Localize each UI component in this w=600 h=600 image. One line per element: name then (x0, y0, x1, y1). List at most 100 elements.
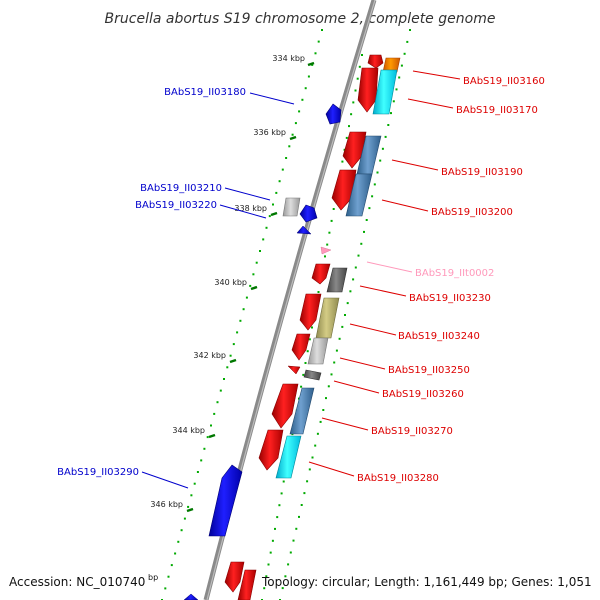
middle-guide-dot (361, 54, 363, 56)
middle-guide-dot (341, 160, 344, 163)
inner-guide-dot (229, 354, 232, 357)
outer-guide-dot (284, 575, 287, 578)
gene-arrow-bottom-red-2[interactable] (237, 569, 257, 600)
inner-guide-dot (278, 180, 281, 183)
middle-guide-dot (302, 373, 305, 376)
outer-guide-dot (319, 420, 322, 423)
inner-guide-dot (288, 145, 291, 148)
gene-arrow-BAbS19_II03280a[interactable] (258, 429, 284, 471)
gene-label-BAbS19_II03250[interactable]: BAbS19_II03250 (388, 365, 470, 376)
gene-label-BAbS19_II03170[interactable]: BAbS19_II03170 (456, 105, 538, 116)
gene-label-BAbS19_IIt0002[interactable]: BAbS19_IIt0002 (415, 268, 494, 279)
outer-guide-dot (365, 219, 368, 221)
gene-label-BAbS19_II03200[interactable]: BAbS19_II03200 (431, 207, 513, 218)
inner-guide-dot (216, 401, 219, 404)
inner-guide-dot (210, 424, 212, 427)
middle-guide-dot (300, 385, 303, 388)
gene-box-BAbS19_II03200b[interactable] (345, 173, 373, 217)
middle-guide-dot (311, 326, 313, 329)
inner-guide-dot (183, 517, 186, 520)
major-tick (289, 135, 297, 141)
gene-box-BAbS19_II03210[interactable] (282, 197, 301, 217)
outer-guide-dot (335, 349, 338, 352)
middle-guide-dot (348, 125, 350, 128)
outer-guide-dot (406, 40, 409, 43)
middle-guide-dot (306, 350, 309, 353)
gene-label-BAbS19_II03160[interactable]: BAbS19_II03160 (463, 76, 545, 87)
leader-line (381, 199, 429, 212)
leader-line (366, 261, 413, 273)
gene-box-BAbS19_II03230b[interactable] (326, 267, 348, 293)
gene-arrow-BAbS19_II03180[interactable] (325, 103, 342, 125)
outer-guide-dot (303, 492, 306, 495)
leader-line (321, 417, 369, 431)
outer-guide-dot (387, 124, 390, 126)
outer-guide-dot (349, 290, 352, 293)
trna-marker-BAbS19_IIt0002[interactable] (320, 246, 332, 255)
outer-guide-dot (289, 551, 292, 554)
gene-arrow-bottom-red-1[interactable] (224, 561, 245, 593)
gene-arrow-BAbS19_II03250[interactable] (291, 333, 311, 361)
inner-guide-dot (200, 459, 203, 462)
gene-box-BAbS19_II03280[interactable] (275, 435, 302, 479)
middle-guide-dot (282, 480, 285, 483)
gene-label-BAbS19_II03220[interactable]: BAbS19_II03220 (135, 200, 217, 211)
gene-arrow-BAbS19_II03290[interactable] (208, 464, 243, 537)
forward-genes (224, 54, 401, 600)
middle-guide-dot (274, 527, 276, 530)
inner-guide-dot (193, 482, 196, 485)
gene-label-BAbS19_II03190[interactable]: BAbS19_II03190 (441, 167, 523, 178)
inner-guide-dot (298, 110, 301, 113)
gene-label-BAbS19_II03240[interactable]: BAbS19_II03240 (398, 331, 480, 342)
gene-arrow-bottom-blue[interactable] (183, 593, 199, 600)
inner-guide-dot (301, 98, 304, 101)
middle-guide-dot (328, 231, 331, 234)
inner-guide-dot (203, 447, 206, 450)
outer-guide-dot (327, 385, 330, 388)
gene-label-BAbS19_II03210[interactable]: BAbS19_II03210 (140, 183, 222, 194)
gene-arrow-BAbS19_II03160[interactable] (357, 67, 379, 113)
inner-guide-dot (223, 378, 225, 380)
inner-guide-dot (177, 540, 180, 543)
inner-guide-dot (294, 122, 297, 125)
outer-guide-dot (371, 195, 374, 198)
gene-label-BAbS19_II03290[interactable]: BAbS19_II03290 (57, 467, 139, 478)
gene-box-BAbS19_II03260[interactable] (303, 369, 322, 381)
gene-arrow-BAbS19_II03230[interactable] (311, 263, 331, 285)
gene-box-BAbS19_II03270[interactable] (289, 387, 315, 435)
gene-box-BAbS19_II03240[interactable] (315, 297, 340, 339)
inner-guide-dot (187, 505, 190, 508)
gene-arrow-red[interactable] (367, 54, 384, 69)
tick-label-342: 342 kbp (193, 351, 226, 360)
leader-line (412, 70, 461, 80)
gene-label-BAbS19_II03180[interactable]: BAbS19_II03180 (164, 87, 246, 98)
middle-guide-dot (269, 551, 272, 554)
outer-guide-dot (395, 88, 398, 91)
outer-guide-dot (392, 100, 395, 103)
gene-label-BAbS19_II03270[interactable]: BAbS19_II03270 (371, 426, 453, 437)
gene-label-BAbS19_II03280[interactable]: BAbS19_II03280 (357, 473, 439, 484)
gene-label-BAbS19_II03260[interactable]: BAbS19_II03260 (382, 389, 464, 400)
gene-arrow-BAbS19_II03210b[interactable] (299, 204, 318, 223)
outer-guide-dot (352, 278, 355, 281)
gene-arrow-small-red[interactable] (287, 365, 301, 375)
gene-arrow-BAbS19_II03270a[interactable] (271, 383, 299, 429)
inner-guide-dot (249, 284, 252, 287)
gene-arrow-BAbS19_II03240[interactable] (299, 293, 322, 331)
outer-guide-dot (287, 563, 290, 566)
gene-box-BAbS19_II03170[interactable] (372, 69, 398, 115)
gene-arrow-BAbS19_II03190[interactable] (342, 131, 367, 169)
outer-guide-dot (357, 254, 360, 257)
gene-box-orange[interactable] (382, 57, 401, 73)
outer-guide-dot (390, 112, 392, 115)
outer-guide-dot (311, 456, 314, 459)
outer-guide-dot (373, 183, 376, 186)
inner-guide-dot (268, 215, 271, 218)
gene-label-BAbS19_II03230[interactable]: BAbS19_II03230 (409, 293, 491, 304)
gene-arrow-BAbS19_II03220[interactable] (296, 225, 312, 235)
major-tick (270, 211, 278, 217)
outer-guide-dot (379, 159, 382, 162)
tick-label-336: 336 kbp (253, 128, 286, 137)
gene-box-BAbS19_II03250[interactable] (307, 337, 329, 365)
